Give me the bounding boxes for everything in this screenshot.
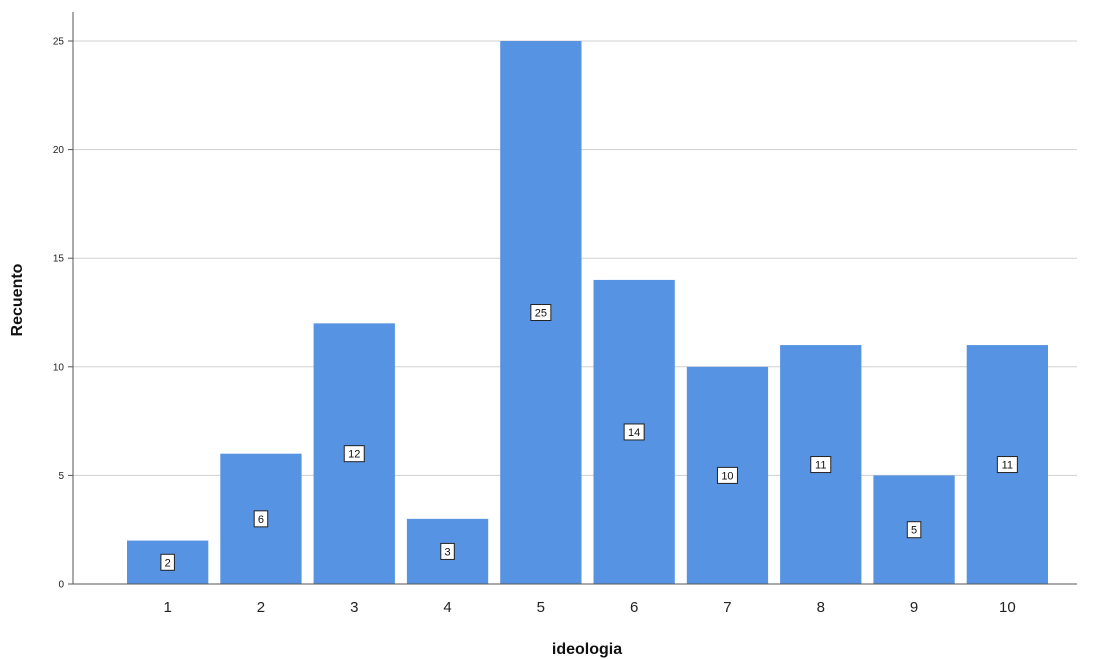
data-labels: 2 6 12 3 25 14 10 11 5 11 xyxy=(160,304,1018,571)
data-label: 14 xyxy=(623,423,645,441)
y-tick-labels: 0 5 10 15 20 25 xyxy=(53,37,65,591)
data-label: 10 xyxy=(716,466,738,484)
data-label-text: 25 xyxy=(535,308,547,320)
y-tick-label: 10 xyxy=(53,362,65,373)
x-tick-label: 6 xyxy=(630,599,638,616)
x-tick-label: 9 xyxy=(910,599,918,616)
bars xyxy=(127,41,1048,584)
data-label-box xyxy=(996,456,1018,474)
data-label-box xyxy=(623,423,645,441)
axes xyxy=(72,12,1077,585)
y-tick-label: 0 xyxy=(58,580,64,591)
data-label: 12 xyxy=(343,445,365,463)
data-label-text: 2 xyxy=(165,557,171,569)
data-label-box xyxy=(906,521,922,539)
x-tick-label: 7 xyxy=(723,599,731,616)
data-label-text: 12 xyxy=(348,449,360,461)
x-tick-label: 5 xyxy=(537,599,545,616)
data-label-box xyxy=(440,542,455,560)
data-label-text: 6 xyxy=(258,514,264,526)
y-tick-label: 20 xyxy=(53,145,65,156)
data-label: 25 xyxy=(530,304,552,321)
data-label-text: 11 xyxy=(1002,460,1013,472)
data-label: 2 xyxy=(160,553,175,571)
data-label-text: 3 xyxy=(444,546,450,558)
y-tick-label: 25 xyxy=(53,37,65,48)
data-label-text: 10 xyxy=(721,470,733,482)
x-axis-title: ideologia xyxy=(552,641,622,658)
data-label: 6 xyxy=(253,510,269,528)
data-label: 5 xyxy=(906,521,922,539)
y-tick-label: 5 xyxy=(58,471,64,482)
data-label-text: 14 xyxy=(628,427,640,439)
x-tick-label: 1 xyxy=(163,599,171,616)
data-label: 3 xyxy=(440,542,455,560)
data-label: 11 xyxy=(996,456,1018,474)
data-label-box xyxy=(716,466,738,484)
x-tick-label: 4 xyxy=(443,599,451,616)
data-label-box xyxy=(810,456,832,474)
x-tick-label: 8 xyxy=(817,599,825,616)
x-tick-label: 2 xyxy=(257,599,265,616)
x-tick-label: 3 xyxy=(350,599,358,616)
data-label-text: 11 xyxy=(815,460,826,472)
x-tick-labels: 1 2 3 4 5 6 7 8 9 10 xyxy=(163,599,1015,616)
data-label-text: 5 xyxy=(911,525,917,537)
data-label: 11 xyxy=(810,456,832,474)
data-label-box xyxy=(160,553,175,571)
y-axis-title: Recuento xyxy=(9,263,26,336)
data-label-box xyxy=(530,304,552,321)
x-tick-label: 10 xyxy=(999,599,1016,616)
data-label-box xyxy=(343,445,365,463)
y-tick-label: 15 xyxy=(53,254,65,265)
data-label-box xyxy=(253,510,269,528)
